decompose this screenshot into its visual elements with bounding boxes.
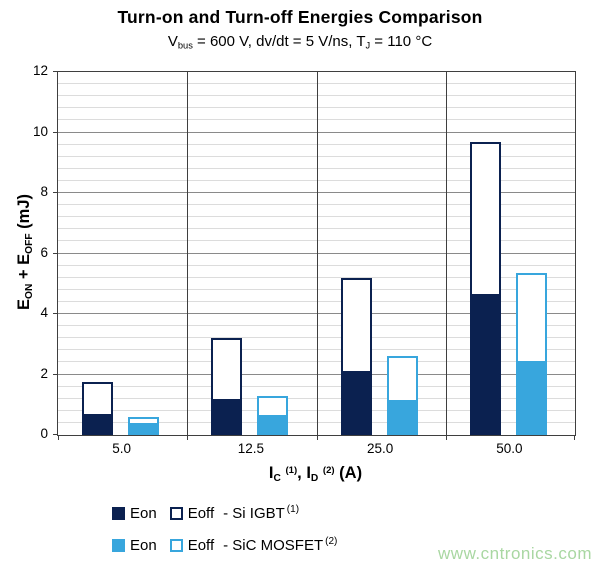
y-axis-tick (53, 192, 58, 193)
x-axis-tick (445, 435, 447, 440)
bar-sic-mosfet-25.0 (386, 356, 418, 435)
y-tick-label: 10 (32, 123, 48, 139)
bar-sic-mosfet-12.5 (257, 395, 289, 435)
legend-device-text: - Si IGBT (223, 505, 285, 522)
y-tick-label: 4 (40, 305, 48, 320)
category-separator (445, 72, 447, 435)
category-separator (316, 72, 318, 435)
legend-row-sic-mosfet: Eon Eoff - SiC MOSFET (2) (112, 535, 337, 555)
x-category-label: 5.0 (112, 441, 132, 456)
y-axis-tick (53, 252, 58, 254)
bar-segment-eon (130, 422, 157, 433)
x-title-sub-d: D (310, 472, 319, 484)
y-tick-label: 2 (40, 365, 48, 381)
x-axis-tick (58, 435, 59, 440)
x-title-sup-2: (2) (322, 465, 335, 477)
legend-label-eoff: Eoff (187, 536, 215, 554)
bar-si-igbt-12.5 (211, 338, 243, 435)
bar-si-igbt-25.0 (340, 277, 372, 435)
legend-device-sic-mosfet: - SiC MOSFET (2) (223, 536, 337, 554)
bar-segment-eon (213, 398, 241, 433)
subtitle-text: V (167, 33, 178, 50)
legend-marker-eon-si-igbt (112, 506, 125, 520)
y-axis-tick (53, 434, 58, 435)
y-tick-label: 12 (32, 63, 48, 78)
x-title-sup-1: (1) (285, 465, 298, 477)
legend-label-eon: Eon (130, 504, 157, 522)
bar-si-igbt-5.0 (82, 382, 113, 435)
bar-segment-eon (259, 415, 287, 433)
x-title-sub-c: C (273, 472, 281, 484)
legend-label-eoff: Eoff (187, 504, 215, 522)
y-tick-label: 6 (40, 244, 48, 260)
y-tick-label: 8 (40, 184, 48, 199)
x-category-label: 12.5 (237, 441, 265, 456)
x-category-label: 50.0 (496, 441, 523, 456)
legend-device-si-igbt: - Si IGBT (1) (223, 504, 299, 522)
y-tick-label: 0 (40, 426, 48, 441)
subtitle-text: = 110 °C (370, 33, 433, 50)
watermark-cntronics: www.cntronics.com (438, 544, 592, 563)
legend-device-sup: (2) (325, 536, 338, 547)
x-category-label: 25.0 (366, 441, 394, 456)
bar-segment-eon (342, 371, 370, 433)
bar-sic-mosfet-50.0 (515, 273, 547, 435)
y-axis-tick (53, 71, 58, 72)
legend-marker-eon-sic-mosfet (112, 538, 125, 552)
x-axis-title: IC (1), ID (2) (A) (57, 464, 574, 484)
subtitle-sub-j: J (365, 40, 371, 51)
legend-device-sup: (1) (286, 504, 300, 515)
y-title-sub-on: ON (23, 283, 35, 299)
bar-segment-eon (471, 294, 499, 433)
x-axis-tick (574, 435, 575, 440)
y-axis-tick (53, 373, 58, 375)
x-title-part: I (268, 464, 274, 482)
legend-label-eon: Eon (130, 536, 157, 554)
category-separator (187, 72, 189, 435)
x-title-part: , I (297, 464, 311, 482)
chart-title: Turn-on and Turn-off Energies Comparison (117, 7, 483, 27)
legend-marker-eoff-si-igbt (169, 506, 183, 520)
bar-segment-eon (84, 413, 111, 433)
bar-sic-mosfet-5.0 (128, 416, 159, 435)
y-axis-tick (53, 313, 58, 314)
legend-marker-eoff-sic-mosfet (169, 538, 183, 552)
plot-area (53, 71, 576, 440)
subtitle-sub-bus: bus (177, 40, 193, 51)
subtitle-text: = 600 V, dv/dt = 5 V/ns, T (192, 33, 366, 50)
x-title-part: (A) (334, 464, 363, 482)
bar-segment-eon (517, 360, 545, 433)
x-axis-tick (316, 435, 318, 440)
chart-subtitle: Vbus = 600 V, dv/dt = 5 V/ns, TJ = 110 °… (0, 33, 600, 51)
bar-si-igbt-50.0 (469, 141, 501, 435)
legend-device-text: - SiC MOSFET (223, 537, 324, 554)
legend-row-si-igbt: Eon Eoff - Si IGBT (1) (112, 503, 299, 523)
x-axis-tick (187, 435, 189, 440)
y-axis-tick (53, 131, 58, 133)
bar-segment-eon (388, 400, 416, 433)
